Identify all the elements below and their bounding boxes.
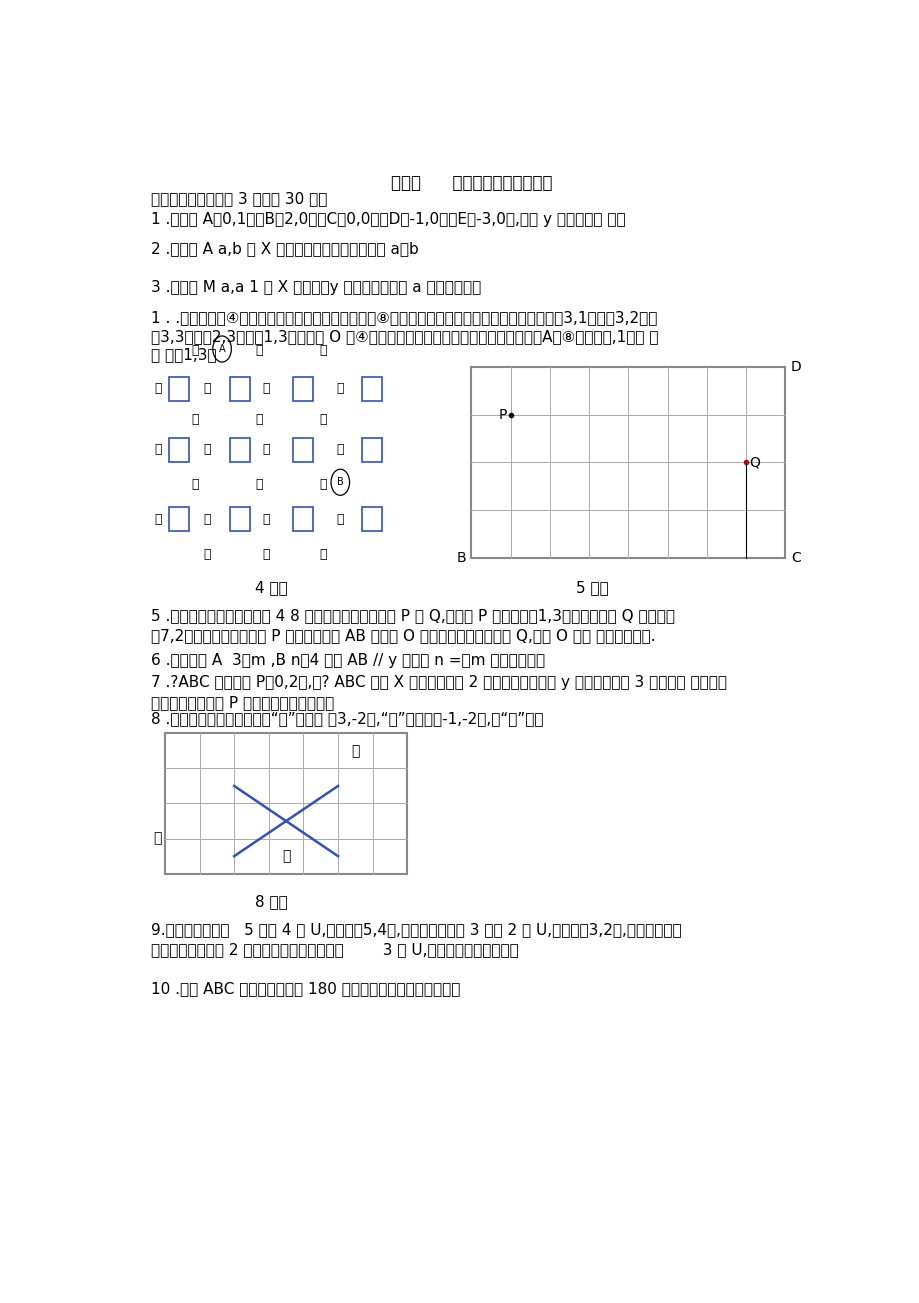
- Text: 经: 经: [203, 443, 210, 456]
- Text: （3,3）－（2,3）－（1,3）表示由 O 到④的一条路径，用同样的方式写出另一条由．A到⑧的路径。,1）－ －: （3,3）－（2,3）－（1,3）表示由 O 到④的一条路径，用同样的方式写出另…: [151, 328, 657, 344]
- Text: 马: 马: [351, 744, 359, 758]
- Bar: [230, 507, 250, 532]
- Text: 在李明的后面相距 2 排，同时在他的左边相距        3 婂 U,则周伟的座位可简记为: 在李明的后面相距 2 排，同时在他的左边相距 3 婂 U,则周伟的座位可简记为: [151, 942, 517, 956]
- Text: 1 . .如图所示，④表示三经路与一纬路的十字路口，⑧表示一经路与三纬路的十字路口，如果用（3,1）－（3,2）－: 1 . .如图所示，④表示三经路与一纬路的十字路口，⑧表示一经路与三纬路的十字路…: [151, 310, 656, 324]
- Text: 8 .如图所示，象棋盘上，若“将”位于点 （3,-2）,“车”位于点（-1,-2）,则“马”位于: 8 .如图所示，象棋盘上，若“将”位于点 （3,-2）,“车”位于点（-1,-2…: [151, 711, 542, 726]
- Text: 的新三角形上与点 P 相对应的点的坐标是．: 的新三角形上与点 P 相对应的点的坐标是．: [151, 694, 334, 710]
- Text: 明: 明: [263, 547, 270, 560]
- Text: D: D: [790, 360, 800, 374]
- Text: 1 .已知点 A（0,1）、B（2,0）、C（0,0）、D（-1,0）、E（-3,0）,则在 y 轴上的点有 个。: 1 .已知点 A（0,1）、B（2,0）、C（0,0）、D（-1,0）、E（-3…: [151, 211, 625, 227]
- Text: 三: 三: [336, 382, 344, 395]
- Text: － －（1,3）: － －（1,3）: [151, 347, 216, 362]
- Text: 8 题图: 8 题图: [255, 894, 288, 908]
- Bar: [293, 438, 313, 461]
- Bar: [293, 507, 313, 532]
- Text: 10 .将？ ABC 绕坐标原点旋转 180 后，各顶点坐标变化特征是：: 10 .将？ ABC 绕坐标原点旋转 180 后，各顶点坐标变化特征是：: [151, 981, 460, 995]
- Text: 三: 三: [191, 344, 199, 357]
- Text: 二: 二: [263, 382, 270, 395]
- Text: 路: 路: [263, 512, 270, 525]
- Text: 豪: 豪: [154, 382, 162, 395]
- Bar: [230, 377, 250, 401]
- Text: 二: 二: [191, 413, 199, 426]
- Text: 路: 路: [319, 344, 326, 357]
- Text: 2 .如果点 A a,b 在 X 轴上，且在原点右侧，那么 a，b: 2 .如果点 A a,b 在 X 轴上，且在原点右侧，那么 a，b: [151, 241, 418, 257]
- Text: （7,2）表示，若击打小球 P 经过球台的边 AB 上的点 O 反弹后，恰好击中小球 Q,则点 O 的位 置可以表示为.: （7,2）表示，若击打小球 P 经过球台的边 AB 上的点 O 反弹后，恰好击中…: [151, 628, 654, 642]
- Text: 路: 路: [154, 512, 162, 525]
- Bar: [362, 377, 382, 401]
- Text: 纬: 纬: [255, 344, 263, 357]
- Text: B: B: [336, 477, 344, 487]
- Text: 明: 明: [203, 547, 210, 560]
- Text: 纬: 纬: [255, 413, 263, 426]
- Text: 3 .如果点 M a,a 1 在 X 轴下侧，y 轴的右侧，那么 a 的取値范围是: 3 .如果点 M a,a 1 在 X 轴下侧，y 轴的右侧，那么 a 的取値范围…: [151, 280, 481, 294]
- Text: C: C: [790, 551, 800, 564]
- Text: 6 .已知两点 A  3，m ,B n，4 ，若 AB // y 轴，则 n =，m 的取値范围是: 6 .已知两点 A 3，m ,B n，4 ，若 AB // y 轴，则 n =，…: [151, 653, 544, 668]
- Text: 一、填空题（每小题 3 分，共 30 分）: 一、填空题（每小题 3 分，共 30 分）: [151, 192, 326, 206]
- Bar: [230, 438, 250, 461]
- Bar: [471, 367, 784, 558]
- Text: 7 .?ABC 上有一点 P（0,2）,将? ABC 先沿 X 轴负方向平移 2 个单位长度，再沿 y 轴正方向平移 3 个单位长 度，得到: 7 .?ABC 上有一点 P（0,2）,将? ABC 先沿 X 轴负方向平移 2…: [151, 675, 726, 691]
- Text: 路: 路: [319, 547, 326, 560]
- Text: Q: Q: [749, 455, 760, 469]
- Bar: [169, 377, 189, 401]
- Text: 将: 将: [281, 850, 290, 863]
- Text: P: P: [498, 408, 506, 422]
- Text: 路: 路: [319, 478, 326, 491]
- Text: 路: 路: [319, 413, 326, 426]
- Bar: [169, 438, 189, 461]
- Text: B: B: [456, 551, 465, 564]
- Text: 纬: 纬: [255, 478, 263, 491]
- Text: 路: 路: [336, 512, 344, 525]
- Text: 车: 车: [153, 831, 161, 846]
- Bar: [169, 507, 189, 532]
- Text: 第七章      平面直角坐标系测试题: 第七章 平面直角坐标系测试题: [391, 175, 551, 193]
- Bar: [362, 507, 382, 532]
- Bar: [362, 438, 382, 461]
- Text: 4 题图: 4 题图: [255, 580, 288, 594]
- Text: 5 .如图所示，在一个规格为 4 8 的球台上，有两只小球 P 和 Q,设小球 P 的位置用（1,3）表示，小球 Q 的位置用: 5 .如图所示，在一个规格为 4 8 的球台上，有两只小球 P 和 Q,设小球 …: [151, 607, 674, 623]
- Text: 经: 经: [336, 443, 344, 456]
- Text: 经: 经: [263, 443, 270, 456]
- Text: 路: 路: [203, 512, 210, 525]
- Text: 一: 一: [203, 382, 210, 395]
- Text: 9.李明的座位在第   5 排第 4 婂 U,简记为（5,4）,张扬的座位在第 3 排第 2 婂 U,简记为（3,2）,若周伟的座位: 9.李明的座位在第 5 排第 4 婂 U,简记为（5,4）,张扬的座位在第 3 …: [151, 923, 681, 937]
- Text: 一: 一: [191, 478, 199, 491]
- Bar: [293, 377, 313, 401]
- Text: A: A: [219, 344, 225, 354]
- Text: 5 题图: 5 题图: [575, 580, 608, 594]
- Text: 章: 章: [154, 443, 162, 456]
- Bar: [165, 734, 407, 874]
